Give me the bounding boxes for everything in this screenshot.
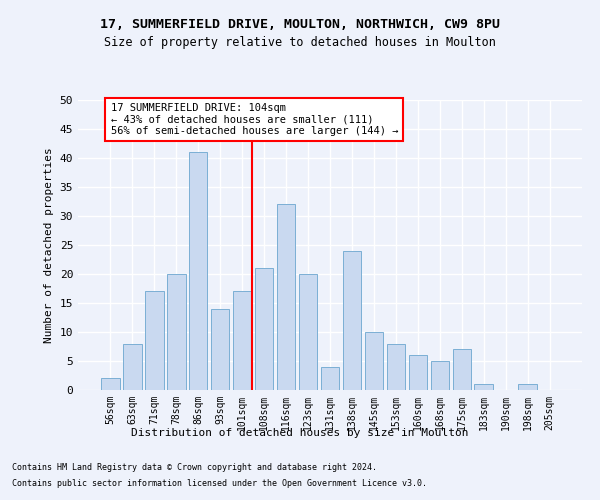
Text: 17 SUMMERFIELD DRIVE: 104sqm
← 43% of detached houses are smaller (111)
56% of s: 17 SUMMERFIELD DRIVE: 104sqm ← 43% of de… [110,103,398,136]
Bar [386,344,405,390]
Bar [123,344,142,390]
Bar [475,384,493,390]
Bar [343,251,361,390]
Text: Size of property relative to detached houses in Moulton: Size of property relative to detached ho… [104,36,496,49]
Bar [233,292,251,390]
Bar [101,378,119,390]
Bar [277,204,295,390]
Bar [365,332,383,390]
Bar [431,361,449,390]
Bar [189,152,208,390]
Text: Contains HM Land Registry data © Crown copyright and database right 2024.: Contains HM Land Registry data © Crown c… [12,464,377,472]
Bar [145,292,164,390]
Bar [299,274,317,390]
Bar [452,350,471,390]
Bar [320,367,340,390]
Bar [255,268,274,390]
Bar [409,355,427,390]
Text: Distribution of detached houses by size in Moulton: Distribution of detached houses by size … [131,428,469,438]
Text: Contains public sector information licensed under the Open Government Licence v3: Contains public sector information licen… [12,478,427,488]
Text: 17, SUMMERFIELD DRIVE, MOULTON, NORTHWICH, CW9 8PU: 17, SUMMERFIELD DRIVE, MOULTON, NORTHWIC… [100,18,500,30]
Y-axis label: Number of detached properties: Number of detached properties [44,147,54,343]
Bar [211,309,229,390]
Bar [518,384,537,390]
Bar [167,274,185,390]
